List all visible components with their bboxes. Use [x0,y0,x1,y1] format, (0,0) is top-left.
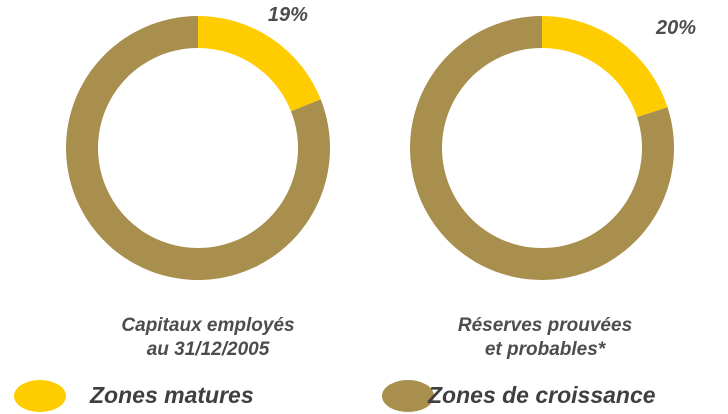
donut-segment [542,16,668,118]
chart-title: Capitaux employés [121,315,294,336]
chart-title: et probables* [485,339,607,360]
donut-segment [198,16,321,112]
value-label: 20% [655,17,696,39]
legend-swatch [14,380,66,412]
value-label: 19% [268,4,308,26]
legend-label: Zones de croissance [427,382,656,408]
chart-title: au 31/12/2005 [147,339,270,360]
legend-label: Zones matures [89,382,254,408]
legend-swatch [382,380,434,412]
chart-title: Réserves prouvées [458,315,632,336]
